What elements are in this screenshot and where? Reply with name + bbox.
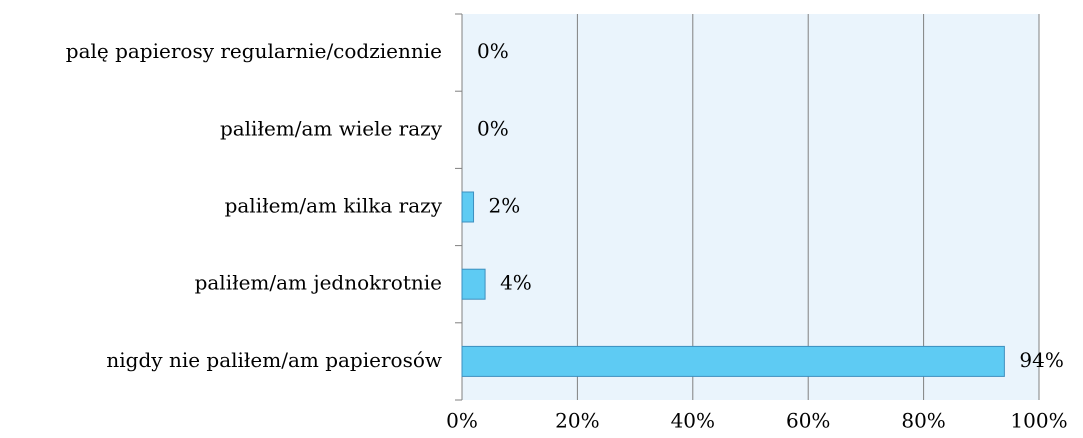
y-tick-label: paliłem/am kilka razy bbox=[225, 194, 443, 218]
x-tick-label: 60% bbox=[786, 409, 830, 433]
bar bbox=[461, 191, 475, 223]
y-tick-label: paliłem/am jednokrotnie bbox=[195, 271, 442, 295]
y-tick-label: palę papierosy regularnie/codziennie bbox=[66, 39, 442, 63]
y-tick-label: nigdy nie paliłem/am papierosów bbox=[106, 348, 442, 372]
bar bbox=[461, 345, 1005, 377]
data-label: 4% bbox=[500, 271, 532, 295]
x-tick-label: 20% bbox=[555, 409, 599, 433]
x-tick-label: 100% bbox=[1010, 409, 1067, 433]
x-tick-label: 80% bbox=[901, 409, 945, 433]
plot-area bbox=[462, 14, 1039, 400]
bar bbox=[461, 268, 486, 300]
data-label: 0% bbox=[477, 116, 509, 140]
data-label: 0% bbox=[477, 39, 509, 63]
data-label: 2% bbox=[489, 194, 521, 218]
data-label: 94% bbox=[1019, 348, 1063, 372]
y-tick-label: paliłem/am wiele razy bbox=[220, 116, 443, 140]
x-tick-label: 0% bbox=[446, 409, 478, 433]
x-tick-label: 40% bbox=[671, 409, 715, 433]
